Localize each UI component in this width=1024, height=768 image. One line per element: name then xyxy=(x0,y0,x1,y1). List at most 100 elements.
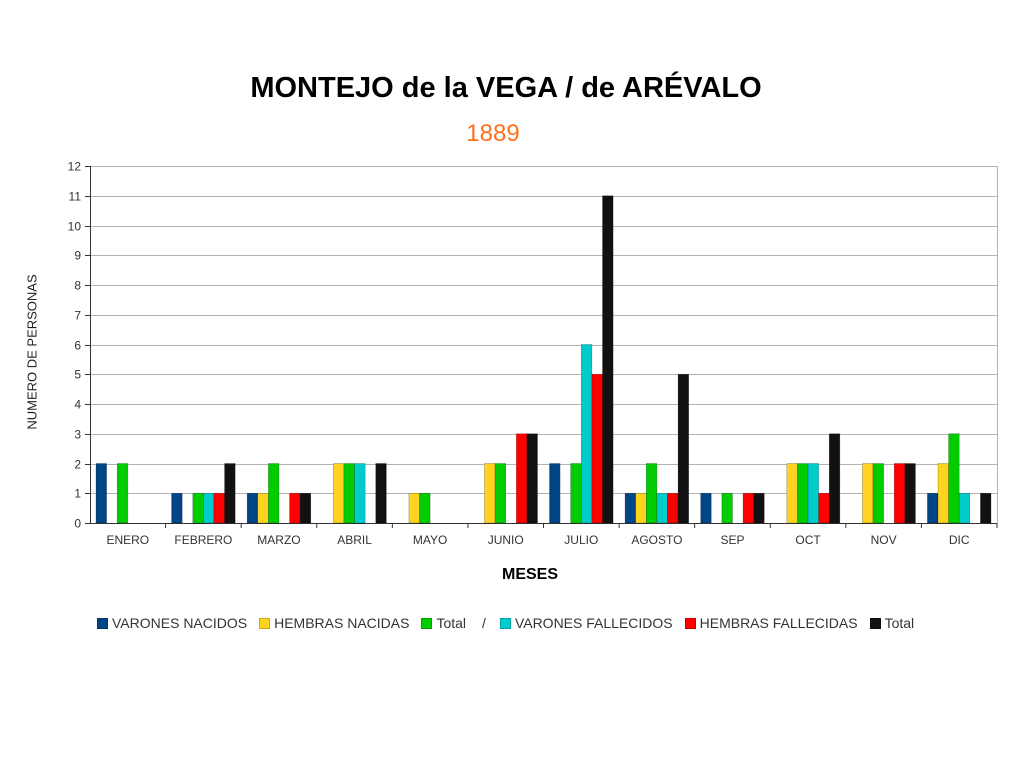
bar-total xyxy=(570,463,582,524)
bar-varones-nacidos xyxy=(171,492,183,524)
bar-total xyxy=(192,492,204,524)
bar-hembras-nacidas xyxy=(408,492,420,524)
bar-total xyxy=(116,463,129,524)
bar-hembras-fallecidas xyxy=(893,463,906,524)
x-tick-label: JULIO xyxy=(564,533,598,547)
y-tick-label: 2 xyxy=(74,458,81,472)
x-tick-label: FEBRERO xyxy=(174,533,232,547)
bar-hembras-nacidas xyxy=(257,492,269,524)
legend-label: HEMBRAS FALLECIDAS xyxy=(699,615,858,631)
bar-total xyxy=(224,463,236,524)
bar-varones-nacidos xyxy=(624,492,636,524)
bar-hembras-nacidas xyxy=(333,463,345,524)
bar-total xyxy=(797,463,809,524)
bar-varones-fallecidos xyxy=(203,492,215,524)
bar-total xyxy=(343,463,355,524)
bar-varones-nacidos xyxy=(95,463,107,524)
y-tick-label: 1 xyxy=(74,487,81,501)
y-tick-label: 8 xyxy=(74,279,81,293)
y-tick-label: 4 xyxy=(74,398,81,412)
y-tick-label: 0 xyxy=(74,517,81,531)
bar-varones-nacidos xyxy=(549,463,561,524)
bar-total xyxy=(526,433,538,524)
bar-total xyxy=(753,492,765,524)
bar-total xyxy=(645,463,658,524)
bar-total xyxy=(721,492,733,524)
bar-total xyxy=(375,463,387,524)
bar-total xyxy=(872,463,884,524)
bar-hembras-fallecidas xyxy=(516,433,528,524)
y-tick-label: 5 xyxy=(74,368,81,382)
x-tick-label: AGOSTO xyxy=(631,533,682,547)
bar-total xyxy=(980,492,992,524)
bar-hembras-fallecidas xyxy=(818,492,830,524)
bar-varones-nacidos xyxy=(927,492,939,524)
bar-hembras-nacidas xyxy=(937,463,949,524)
legend-label: HEMBRAS NACIDAS xyxy=(274,615,410,631)
y-tick-label: 11 xyxy=(69,190,82,204)
legend-item: HEMBRAS FALLECIDAS xyxy=(684,615,858,631)
bar-total xyxy=(494,463,507,524)
bar-hembras-fallecidas xyxy=(742,492,754,524)
bar-hembras-fallecidas xyxy=(213,492,225,524)
x-tick-label: MAYO xyxy=(413,533,447,547)
bar-hembras-nacidas xyxy=(635,492,647,524)
legend-item: Total xyxy=(869,615,915,631)
legend-item: HEMBRAS NACIDAS xyxy=(259,615,409,631)
legend-item: Total xyxy=(421,615,466,631)
bar-total xyxy=(677,373,689,524)
x-axis-label: MESES xyxy=(501,566,558,583)
bar-hembras-nacidas xyxy=(862,463,874,524)
bar-varones-fallecidos xyxy=(656,492,668,524)
bar-varones-fallecidos xyxy=(354,463,366,524)
bar-varones-fallecidos xyxy=(580,344,593,524)
x-tick-label: SEP xyxy=(720,533,744,547)
bar-total xyxy=(828,433,841,524)
legend-label: VARONES NACIDOS xyxy=(112,615,248,631)
chart-subtitle: 1889 xyxy=(466,120,520,147)
legend-swatch xyxy=(259,617,271,629)
bar-total xyxy=(904,463,916,524)
legend-separator: / xyxy=(482,615,486,631)
legend-label: Total xyxy=(884,615,915,631)
bar-hembras-fallecidas xyxy=(289,492,301,524)
x-tick-label: ABRIL xyxy=(337,533,372,547)
x-tick-label: MARZO xyxy=(257,533,300,547)
y-tick-label: 10 xyxy=(68,220,82,234)
bar-hembras-nacidas xyxy=(484,463,496,524)
x-tick-label: ENERO xyxy=(106,533,149,547)
legend-label: Total xyxy=(436,615,467,631)
x-tick-label: NOV xyxy=(871,533,897,547)
x-tick-label: DIC xyxy=(949,533,970,547)
legend-item: VARONES FALLECIDOS xyxy=(499,615,673,631)
bar-hembras-fallecidas xyxy=(591,373,603,524)
bar-varones-nacidos xyxy=(246,492,259,524)
bar-hembras-nacidas xyxy=(786,463,798,524)
legend-swatch xyxy=(97,617,108,629)
bar-total xyxy=(299,492,312,524)
bar-total xyxy=(948,433,960,524)
bar-varones-fallecidos xyxy=(958,492,971,524)
legend-label: VARONES FALLECIDOS xyxy=(514,615,673,631)
y-tick-label: 12 xyxy=(68,160,82,174)
legend-swatch xyxy=(421,617,433,629)
y-tick-label: 7 xyxy=(74,309,81,323)
y-tick-label: 6 xyxy=(74,339,81,353)
bar-total xyxy=(419,492,431,524)
bar-varones-fallecidos xyxy=(807,463,819,524)
y-tick-label: 9 xyxy=(74,249,81,263)
y-tick-label: 3 xyxy=(74,428,81,442)
legend-swatch xyxy=(869,617,881,629)
legend-swatch xyxy=(684,617,696,629)
x-tick-label: OCT xyxy=(795,533,821,547)
chart-title: MONTEJO de la VEGA / de ARÉVALO xyxy=(250,72,762,104)
x-tick-label: JUNIO xyxy=(488,533,524,547)
legend-swatch xyxy=(499,617,511,629)
bar-varones-nacidos xyxy=(700,492,712,524)
bar-total xyxy=(268,463,280,524)
legend-item: VARONES NACIDOS xyxy=(97,615,247,631)
bar-hembras-fallecidas xyxy=(667,492,679,524)
legend: VARONES NACIDOS HEMBRAS NACIDAS Total / VARO… xyxy=(97,615,926,631)
bar-total xyxy=(602,195,614,524)
